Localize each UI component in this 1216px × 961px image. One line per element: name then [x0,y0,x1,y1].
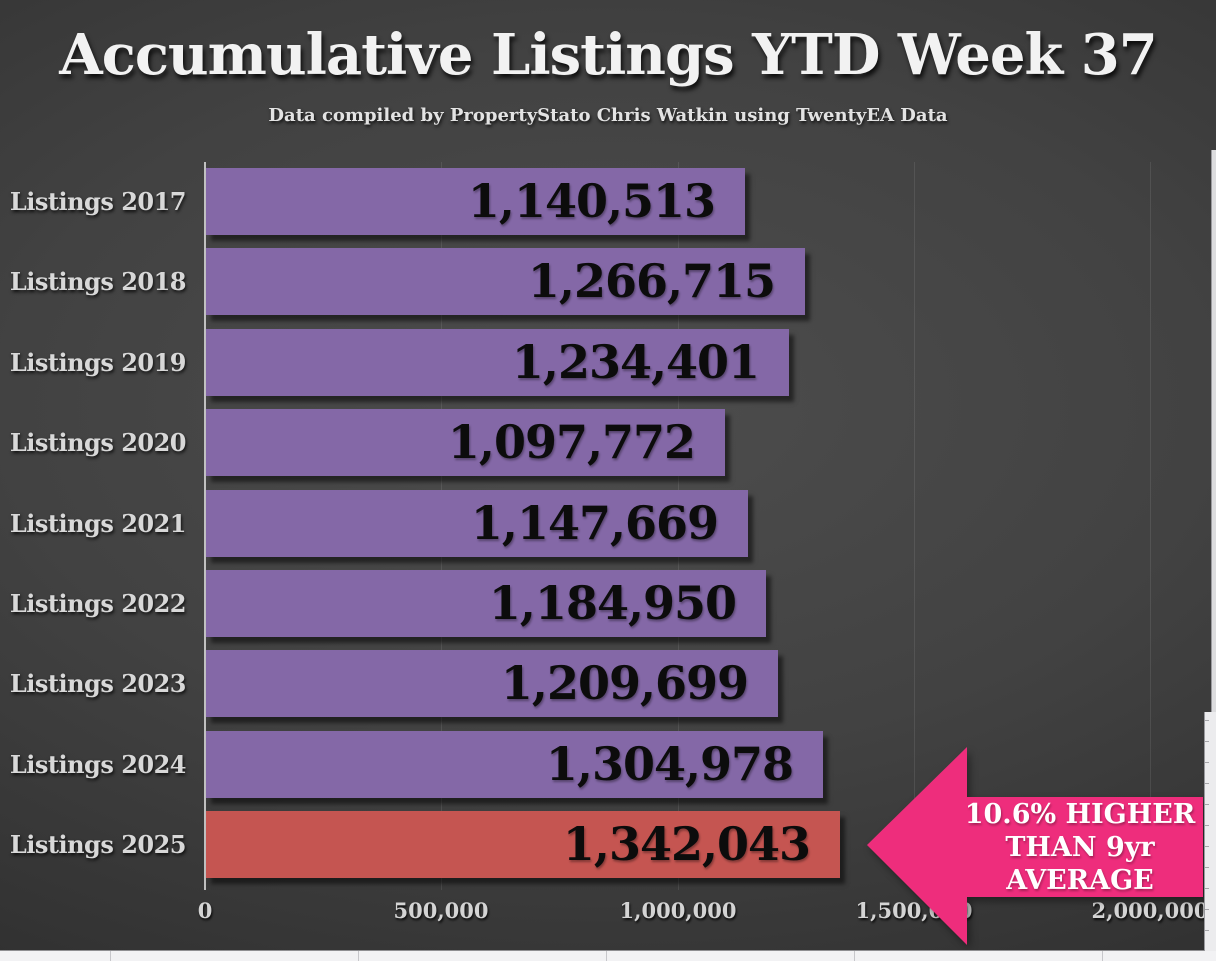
annotation-label: 10.6% HIGHER THAN 9yr AVERAGE [958,796,1202,898]
chart-subtitle: Data compiled by PropertyStato Chris Wat… [268,105,948,126]
bar-value-label: 1,342,043 [562,817,811,871]
category-label: Listings 2018 [9,267,187,296]
gridline [914,162,915,890]
bar-listings-2020: 1,097,772 [206,409,725,476]
x-tick-label: 0 [197,898,213,923]
bar-listings-2025: 1,342,043 [206,811,840,878]
category-label: Listings 2025 [9,830,187,859]
bar-listings-2024: 1,304,978 [206,731,823,798]
bar-listings-2018: 1,266,715 [206,248,805,315]
category-label: Listings 2021 [9,509,187,538]
category-label: Listings 2023 [9,669,187,698]
bar-value-label: 1,234,401 [511,335,760,389]
category-label: Listings 2019 [9,348,187,377]
bar-value-label: 1,184,950 [488,576,737,630]
annotation-line: 10.6% HIGHER [964,798,1196,830]
bar-listings-2022: 1,184,950 [206,570,766,637]
app-edge-bottom [0,950,1216,961]
bar-listings-2021: 1,147,669 [206,490,748,557]
bar-value-label: 1,147,669 [470,496,719,550]
bar-value-label: 1,209,699 [500,656,749,710]
x-tick-label: 1,500,000 [855,898,973,923]
chart-title: Accumulative Listings YTD Week 37 [59,22,1157,88]
x-tick-label: 2,000,000 [1091,898,1209,923]
annotation-line: AVERAGE [1006,864,1154,896]
bar-value-label: 1,266,715 [527,254,776,308]
y-axis-line [204,162,206,890]
bar-listings-2017: 1,140,513 [206,168,745,235]
bar-listings-2019: 1,234,401 [206,329,789,396]
x-tick-label: 1,000,000 [619,898,737,923]
x-tick-label: 500,000 [393,898,489,923]
app-edge-right [1211,150,1216,951]
app-scrollbar-edge [1204,712,1216,951]
category-label: Listings 2024 [9,750,187,779]
bar-value-label: 1,097,772 [447,415,696,469]
category-label: Listings 2017 [9,187,187,216]
annotation-line: THAN 9yr [1005,831,1155,863]
gridline [1150,162,1151,890]
bar-value-label: 1,140,513 [467,174,716,228]
bar-value-label: 1,304,978 [545,737,794,791]
category-label: Listings 2020 [9,428,187,457]
category-label: Listings 2022 [9,589,187,618]
bar-listings-2023: 1,209,699 [206,650,778,717]
